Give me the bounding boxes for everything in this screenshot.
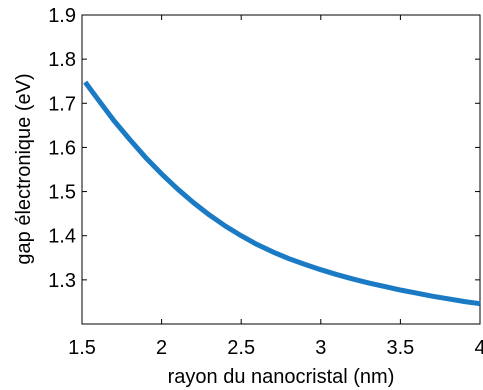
series-line bbox=[83, 80, 481, 307]
x-tick-label: 3.5 bbox=[386, 337, 414, 359]
y-tick-label: 1.6 bbox=[48, 137, 76, 159]
x-tick-label: 2.5 bbox=[227, 337, 255, 359]
series-layer bbox=[83, 80, 481, 307]
y-tick-label: 1.9 bbox=[48, 5, 76, 27]
x-tick-label: 2 bbox=[156, 337, 167, 359]
plot-area bbox=[81, 14, 481, 325]
y-axis-label: gap électronique (eV) bbox=[13, 73, 35, 264]
axis-ticks: 1.5 2 2.5 3 3.5 4 1.3 1.4 1.5 1.6 1.7 1.8 1.9 bbox=[48, 5, 483, 359]
y-tick-label: 1.4 bbox=[48, 226, 76, 248]
x-axis-label: rayon du nanocristal (nm) bbox=[168, 366, 395, 388]
x-tick-label: 1.5 bbox=[68, 337, 96, 359]
y-tick-label: 1.5 bbox=[48, 182, 76, 204]
x-tick-label: 3 bbox=[315, 337, 326, 359]
y-tick-label: 1.8 bbox=[48, 49, 76, 71]
y-tick-label: 1.7 bbox=[48, 93, 76, 115]
y-tick-label: 1.3 bbox=[48, 270, 76, 292]
x-tick-label: 4 bbox=[474, 337, 483, 359]
